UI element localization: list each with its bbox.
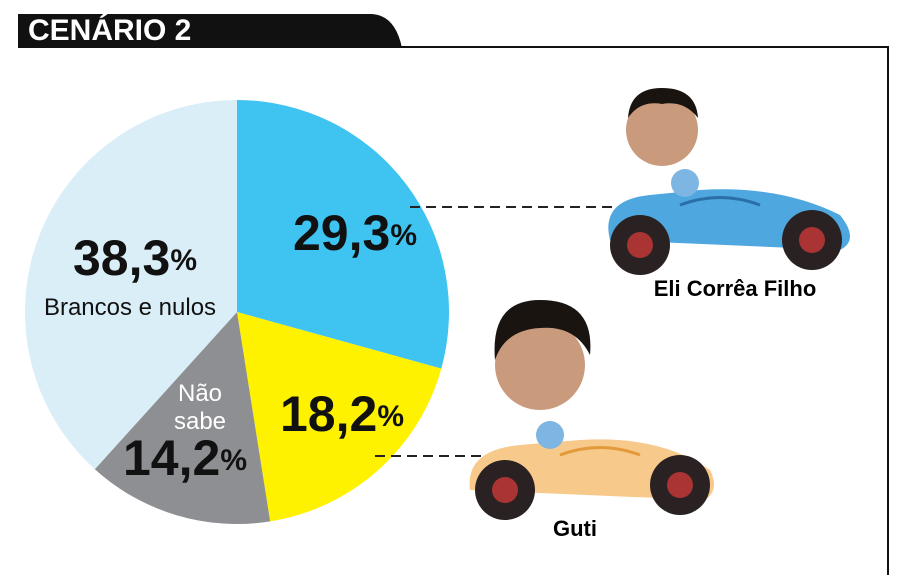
chart-title: CENÁRIO 2	[28, 13, 191, 47]
car-illustration	[469, 300, 714, 520]
category-label: Não sabe	[173, 380, 227, 435]
value-label: 18,2%	[280, 386, 404, 442]
value-label: 29,3%	[293, 205, 417, 261]
title-tab	[18, 14, 402, 48]
car-illustration	[608, 88, 850, 275]
frame	[400, 46, 889, 575]
value-label: 38,3%	[73, 230, 197, 286]
pie-slice	[237, 312, 442, 522]
category-label: Brancos e nulos	[43, 294, 217, 321]
pie-slice	[24, 99, 237, 470]
pie-slice	[237, 100, 449, 369]
pie-slice	[94, 312, 271, 525]
value-label: 14,2%	[123, 430, 247, 486]
category-label: Eli Corrêa Filho	[653, 276, 817, 301]
pie	[24, 99, 449, 525]
category-label: Guti	[553, 516, 597, 541]
